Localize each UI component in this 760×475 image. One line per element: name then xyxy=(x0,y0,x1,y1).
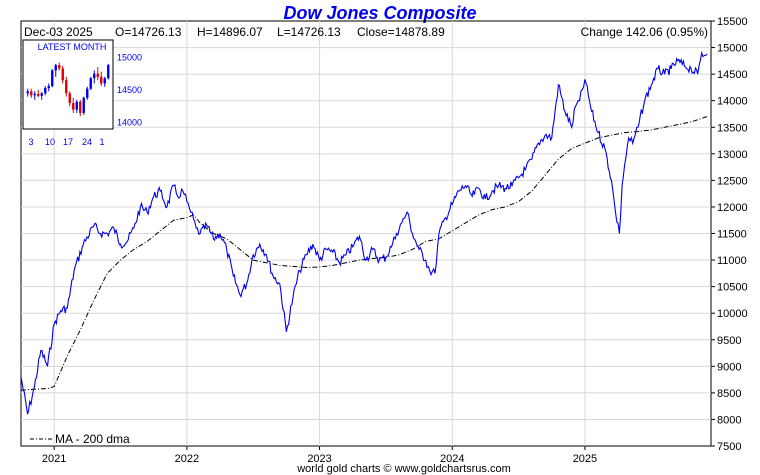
y-tick-label: 15500 xyxy=(717,16,748,28)
y-tick-label: 9500 xyxy=(717,335,741,347)
inset-x-tick-label: 24 xyxy=(82,137,92,147)
change-value: Change 142.06 (0.95%) xyxy=(581,25,708,39)
close-value: Close=14878.89 xyxy=(357,25,445,39)
inset-candle-body xyxy=(107,65,110,79)
inset-candle-body xyxy=(61,68,64,81)
x-tick-label: 2022 xyxy=(175,453,199,465)
inset-x-axis: 3 10 17 24 1 xyxy=(28,137,104,147)
inset-candle-body xyxy=(37,93,40,96)
inset-candle-body xyxy=(72,103,75,110)
inset-candle-body xyxy=(86,88,89,98)
inset-x-tick-label: 17 xyxy=(63,137,73,147)
legend: MA - 200 dma xyxy=(30,432,130,446)
y-tick-label: 8500 xyxy=(717,388,741,400)
legend-ma-label: MA - 200 dma xyxy=(55,432,130,446)
inset-y-axis: 14000 14500 15000 xyxy=(117,52,142,127)
y-tick-label: 14000 xyxy=(717,96,748,108)
x-tick-label: 2025 xyxy=(573,453,597,465)
inset-y-tick-label: 14500 xyxy=(117,85,142,95)
x-tick-label: 2021 xyxy=(42,453,66,465)
inset-candle-body xyxy=(75,101,78,110)
y-axis: 7500 8000 8500 9000 9500 10000 10500 11000 11500… xyxy=(711,16,748,453)
inset-candle-body xyxy=(68,93,71,104)
footer-credit: world gold charts © www.goldchartsrus.co… xyxy=(296,463,511,475)
gridlines xyxy=(21,21,711,446)
inset-candle-body xyxy=(51,70,54,87)
open-value: O=14726.13 xyxy=(115,25,182,39)
ma-200-line xyxy=(20,116,708,391)
date-label: Dec-03 2025 xyxy=(24,25,93,39)
inset-candle-body xyxy=(100,76,103,84)
low-value: L=14726.13 xyxy=(277,25,341,39)
inset-title: LATEST MONTH xyxy=(38,42,107,52)
y-tick-label: 13000 xyxy=(717,149,748,161)
inset-y-tick-label: 14000 xyxy=(117,118,142,128)
chart-title: Dow Jones Composite xyxy=(283,3,476,23)
inset-candle-body xyxy=(58,65,61,69)
inset-candle-body xyxy=(96,73,99,77)
inset-candle-body xyxy=(40,93,43,96)
high-value: H=14896.07 xyxy=(197,25,263,39)
inset-latest-month: LATEST MONTH 14000 14500 15000 3 10 17 24 1 xyxy=(22,39,142,147)
inset-candle-body xyxy=(103,78,106,84)
inset-x-tick-label: 10 xyxy=(45,137,55,147)
y-tick-label: 11500 xyxy=(717,229,747,241)
inset-candle-body xyxy=(47,86,50,89)
y-tick-label: 14500 xyxy=(717,69,748,81)
inset-candle-body xyxy=(93,73,96,79)
x-tick-label: 2023 xyxy=(307,453,331,465)
y-tick-label: 12000 xyxy=(717,202,748,214)
y-tick-label: 15000 xyxy=(717,43,748,55)
y-tick-label: 10000 xyxy=(717,308,748,320)
inset-candle-body xyxy=(82,97,85,113)
inset-x-tick-label: 3 xyxy=(28,137,33,147)
inset-candle-body xyxy=(33,93,36,96)
inset-y-tick-label: 15000 xyxy=(117,52,142,62)
inset-candle-body xyxy=(54,65,57,71)
inset-candle-body xyxy=(65,80,68,94)
inset-candles xyxy=(26,62,110,117)
y-tick-label: 10500 xyxy=(717,282,748,294)
y-tick-label: 8000 xyxy=(717,414,741,426)
inset-candle-body xyxy=(30,91,33,96)
y-tick-label: 13500 xyxy=(717,122,748,134)
inset-candle-body xyxy=(26,91,29,94)
y-tick-label: 11000 xyxy=(717,255,747,267)
inset-frame xyxy=(22,39,114,130)
y-tick-label: 9000 xyxy=(717,361,741,373)
y-tick-label: 12500 xyxy=(717,175,748,187)
x-tick-label: 2024 xyxy=(440,453,464,465)
inset-candle-body xyxy=(44,88,47,94)
x-axis: 2021 2022 2023 2024 2025 xyxy=(42,446,597,465)
price-line xyxy=(20,50,708,415)
inset-x-tick-label: 1 xyxy=(99,137,104,147)
inset-candle-body xyxy=(89,78,92,89)
y-tick-label: 7500 xyxy=(717,441,741,453)
inset-candle-body xyxy=(79,101,82,113)
